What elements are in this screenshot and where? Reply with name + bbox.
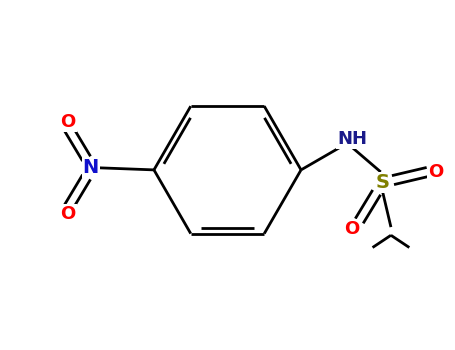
Text: S: S: [376, 173, 390, 192]
Text: O: O: [61, 205, 76, 223]
Text: O: O: [428, 163, 444, 181]
Text: NH: NH: [337, 130, 367, 148]
Text: N: N: [82, 158, 99, 177]
Text: O: O: [61, 113, 76, 131]
Text: O: O: [344, 220, 360, 238]
